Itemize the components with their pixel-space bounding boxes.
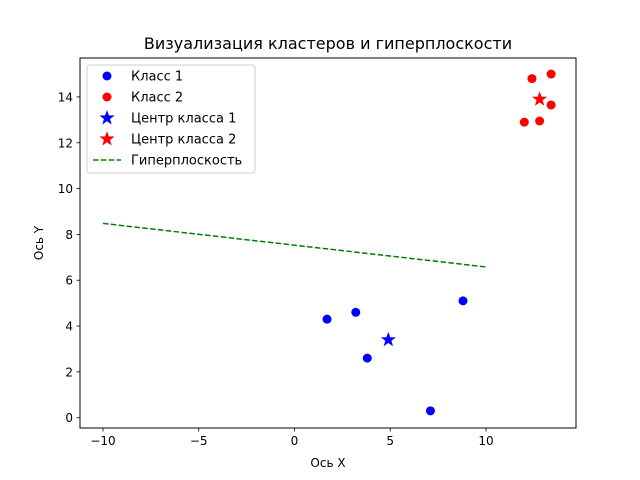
data-point [322, 314, 332, 324]
y-tick-label: 14 [58, 90, 73, 104]
legend-label: Класс 1 [131, 70, 183, 85]
legend-label: Центр класса 2 [131, 133, 236, 148]
cluster-center-star [380, 331, 396, 347]
data-point [425, 406, 435, 416]
legend: Класс 1 Класс 2 Центр класса 1 Центр класса… [86, 64, 256, 174]
x-tick-label: 10 [478, 434, 493, 448]
plot-frame [79, 57, 577, 429]
data-point [362, 353, 372, 363]
legend-circle-handle [102, 71, 112, 81]
data-point [546, 100, 556, 110]
data-point [351, 307, 361, 317]
y-tick-label: 2 [65, 365, 73, 379]
y-tick-label: 8 [65, 228, 73, 242]
x-axis-label: Ось X [310, 456, 345, 470]
y-tick-label: 6 [65, 274, 73, 288]
x-axis-ticks: −10 −5 0 5 10 [90, 428, 494, 448]
y-axis-label: Ось Y [32, 225, 46, 260]
legend-frame [86, 64, 256, 174]
legend-star-handle [99, 110, 115, 125]
legend-label: Класс 2 [131, 91, 183, 106]
x-tick-label: 0 [291, 434, 299, 448]
y-axis-ticks: 0 2 4 6 8 10 12 14 [58, 90, 80, 425]
x-tick-label: −10 [90, 434, 115, 448]
legend-label: Центр класса 1 [131, 112, 236, 127]
data-point [535, 116, 545, 126]
data-point [519, 117, 529, 127]
y-tick-label: 4 [65, 320, 73, 334]
y-tick-label: 10 [58, 182, 73, 196]
y-tick-label: 12 [58, 136, 73, 150]
legend-star-handle [99, 131, 115, 146]
x-tick-label: 5 [386, 434, 394, 448]
chart-title: Визуализация кластеров и гиперплоскости [144, 34, 512, 53]
cluster-center-star [532, 91, 548, 106]
x-tick-label: −5 [190, 434, 208, 448]
legend-label: Гиперплоскость [131, 154, 242, 169]
y-tick-label: 0 [65, 411, 73, 425]
plot-marks [102, 69, 556, 416]
hyperplane-line [102, 222, 487, 268]
data-point [546, 69, 556, 79]
data-point [458, 296, 468, 306]
legend-circle-handle [102, 92, 112, 102]
data-point [527, 74, 537, 84]
